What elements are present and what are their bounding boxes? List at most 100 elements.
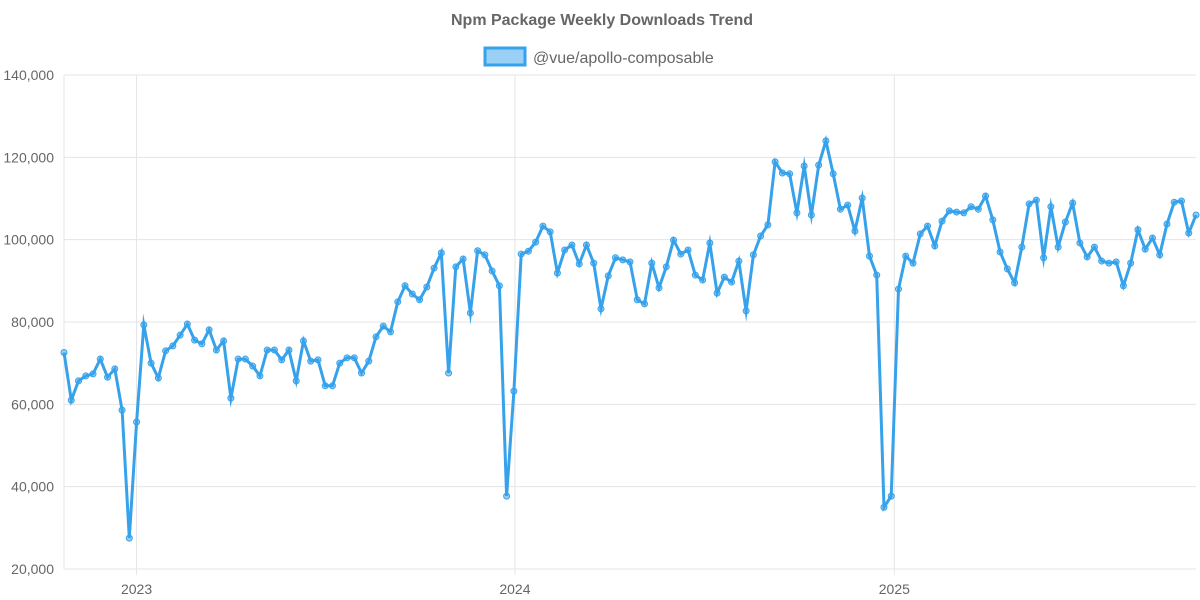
data-point bbox=[89, 370, 97, 378]
data-point bbox=[1040, 254, 1048, 262]
data-point bbox=[1170, 198, 1178, 206]
data-point bbox=[793, 209, 801, 217]
data-point bbox=[270, 346, 278, 354]
data-point bbox=[989, 216, 997, 224]
data-point bbox=[133, 418, 141, 426]
data-point bbox=[1105, 259, 1113, 267]
data-point bbox=[350, 354, 358, 362]
data-point bbox=[394, 298, 402, 306]
data-point bbox=[503, 492, 511, 500]
data-point bbox=[125, 534, 133, 542]
data-point bbox=[931, 242, 939, 250]
data-point bbox=[416, 296, 424, 304]
y-tick-label: 20,000 bbox=[11, 561, 54, 577]
y-tick-label: 120,000 bbox=[3, 149, 54, 165]
data-point bbox=[466, 309, 474, 317]
data-point bbox=[996, 248, 1004, 256]
data-point bbox=[379, 322, 387, 330]
data-point bbox=[1054, 243, 1062, 251]
data-point bbox=[648, 259, 656, 267]
data-point bbox=[1025, 200, 1033, 208]
data-point bbox=[626, 258, 634, 266]
data-point bbox=[343, 354, 351, 362]
data-point bbox=[757, 232, 765, 240]
grid bbox=[63, 74, 1196, 575]
y-tick-label: 60,000 bbox=[11, 396, 54, 412]
data-point bbox=[822, 137, 830, 145]
data-point bbox=[836, 205, 844, 213]
data-point bbox=[713, 289, 721, 297]
series bbox=[60, 134, 1200, 542]
data-point bbox=[198, 340, 206, 348]
data-point bbox=[938, 217, 946, 225]
data-point bbox=[1119, 282, 1127, 290]
data-point bbox=[1127, 259, 1135, 267]
data-point bbox=[118, 406, 126, 414]
data-point bbox=[561, 246, 569, 254]
data-point bbox=[1032, 196, 1040, 204]
data-point bbox=[1192, 211, 1200, 219]
data-point bbox=[249, 362, 257, 370]
legend-label: @vue/apollo-composable bbox=[533, 50, 714, 67]
y-axis: 20,000 40,000 60,000 80,000 100,000 120,000 14… bbox=[3, 67, 54, 577]
data-point bbox=[1047, 203, 1055, 211]
data-point bbox=[401, 282, 409, 290]
data-point bbox=[314, 356, 322, 364]
data-point bbox=[720, 273, 728, 281]
data-point bbox=[699, 276, 707, 284]
data-point bbox=[582, 241, 590, 249]
data-point bbox=[75, 377, 83, 385]
data-point bbox=[495, 282, 503, 290]
data-point bbox=[691, 271, 699, 279]
data-point bbox=[532, 238, 540, 246]
data-point bbox=[1163, 220, 1171, 228]
data-point bbox=[880, 503, 888, 511]
data-point bbox=[1112, 258, 1120, 266]
chart-title: Npm Package Weekly Downloads Trend bbox=[451, 12, 753, 29]
data-point bbox=[633, 296, 641, 304]
data-point bbox=[321, 382, 329, 390]
data-point bbox=[916, 230, 924, 238]
data-point bbox=[205, 326, 213, 334]
data-point bbox=[539, 222, 547, 230]
data-point bbox=[292, 377, 300, 385]
data-point bbox=[336, 359, 344, 367]
data-point bbox=[1098, 257, 1106, 265]
data-point bbox=[604, 272, 612, 280]
data-point bbox=[575, 260, 583, 268]
data-point bbox=[299, 337, 307, 345]
data-point bbox=[452, 263, 460, 271]
data-point bbox=[227, 394, 235, 402]
data-point bbox=[778, 169, 786, 177]
data-point bbox=[183, 320, 191, 328]
data-point bbox=[865, 252, 873, 260]
data-point bbox=[786, 170, 794, 178]
series-line bbox=[62, 134, 1198, 539]
data-point bbox=[234, 355, 242, 363]
data-point bbox=[387, 328, 395, 336]
data-point bbox=[256, 372, 264, 380]
data-point bbox=[408, 290, 416, 298]
legend[interactable]: @vue/apollo-composable bbox=[483, 46, 714, 67]
data-point bbox=[619, 256, 627, 264]
data-point bbox=[263, 346, 271, 354]
data-point bbox=[553, 269, 561, 277]
data-point bbox=[285, 346, 293, 354]
data-point bbox=[728, 278, 736, 286]
data-point bbox=[662, 263, 670, 271]
data-point bbox=[372, 333, 380, 341]
data-point bbox=[1177, 197, 1185, 205]
data-point bbox=[191, 336, 199, 344]
data-point bbox=[1141, 245, 1149, 253]
data-point bbox=[517, 250, 525, 258]
data-point bbox=[771, 158, 779, 166]
data-point bbox=[1083, 253, 1091, 261]
data-point bbox=[706, 239, 714, 247]
data-point bbox=[887, 492, 895, 500]
data-point bbox=[684, 246, 692, 254]
data-point bbox=[829, 170, 837, 178]
data-point bbox=[1061, 218, 1069, 226]
data-point bbox=[670, 236, 678, 244]
data-point bbox=[307, 357, 315, 365]
